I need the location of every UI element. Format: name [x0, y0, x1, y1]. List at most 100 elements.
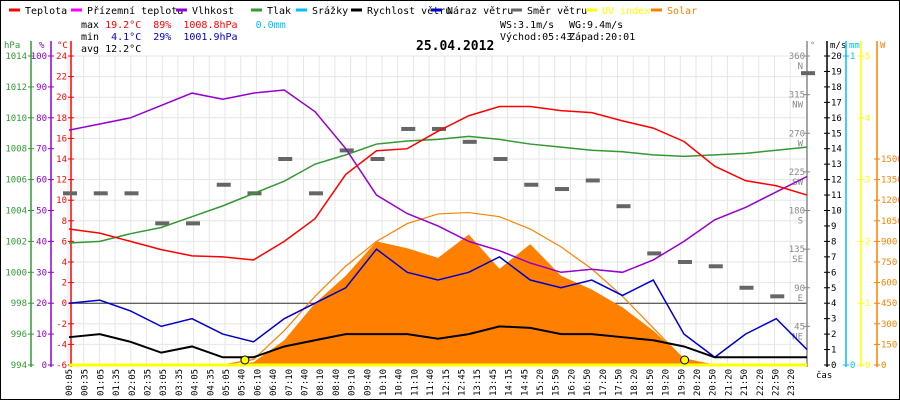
legend-label: Srážky: [312, 5, 348, 17]
x-tick-label: 15:50: [552, 369, 562, 396]
sunset-time: Západ:20:01: [569, 32, 636, 43]
axis-tick-label: 150: [881, 340, 897, 350]
axis-tick-label: 19: [831, 67, 842, 77]
axis-tick-compass: N: [798, 62, 803, 72]
axis-tick-label: 360: [789, 52, 805, 62]
x-tick-label: 13:15: [473, 369, 483, 396]
axis-unit: °: [810, 41, 815, 51]
axis-unit: hPa: [4, 41, 20, 51]
wind-gust-max: WG:9.4m/s: [569, 20, 624, 31]
x-tick-label: 12:45: [458, 369, 468, 396]
x-tick-label: 17:50: [615, 369, 625, 396]
series-teplota: [68, 105, 808, 261]
sunrise-time: Východ:05:43: [500, 32, 573, 43]
wind-direction-mark: [309, 191, 323, 196]
axis-tick-label: 0: [831, 361, 836, 371]
axis-tick-label: 1: [831, 346, 836, 356]
axis-tick-label: 20: [56, 93, 67, 103]
axis-tick-label: 4: [831, 299, 836, 309]
legend-label: UV index: [602, 6, 650, 17]
wind-direction-mark: [647, 251, 662, 256]
x-tick-label: 17:20: [599, 369, 609, 396]
avg-label: avg: [81, 44, 100, 55]
axis-unit: mm: [849, 41, 860, 51]
axis-tick-label: 22: [56, 73, 67, 83]
x-tick-label: 13:45: [489, 369, 499, 396]
wind-direction-mark: [124, 191, 139, 196]
x-tick-label: 10:40: [395, 369, 405, 396]
axis-tick-label: 11: [831, 191, 842, 201]
x-tick-label: 11:10: [410, 369, 420, 396]
axis-tick-label: 60: [36, 176, 47, 186]
x-tick-label: 15:20: [536, 369, 546, 396]
axis-tick-label: 750: [881, 258, 897, 268]
wind-direction-mark: [186, 221, 200, 226]
axis-tick-label: 1350: [881, 176, 900, 186]
axis-tick-label: 0: [42, 361, 47, 371]
axis-tick-label: 1012: [5, 83, 27, 93]
min-pressure: 1001.9hPa: [183, 32, 238, 43]
stats-max: max 19.2°C 89% 1008.8hPa 0.0mm: [81, 20, 286, 31]
x-tick-label: 08:10: [316, 369, 326, 396]
wind-direction-mark: [585, 178, 600, 183]
axis-tick-label: 18: [831, 83, 842, 93]
axis-tick-label: 7: [831, 253, 836, 263]
axis-tick-label: 15: [831, 129, 842, 139]
axis-tick-label: 40: [36, 237, 47, 247]
axis-tick-label: 20: [36, 299, 47, 309]
x-tick-label: 18:50: [646, 369, 656, 396]
axis-tick-label: 1002: [5, 237, 27, 247]
stats-avg: avg 12.2°C: [81, 44, 141, 55]
x-tick-label: 00:05: [65, 369, 75, 396]
x-tick-label: 03:05: [159, 369, 169, 396]
series-rychlost-větru: [68, 325, 807, 359]
axis-unit: W: [880, 41, 886, 51]
chart-title: 25.04.2012: [416, 39, 495, 54]
x-tick-label: 06:10: [253, 369, 263, 396]
axis-tick-label: 9: [831, 222, 836, 232]
axis-tick-label: 1000: [5, 268, 27, 278]
x-tick-label: 21:50: [740, 369, 750, 396]
axis-unit: °C: [57, 41, 68, 51]
x-tick-label: 09:40: [363, 369, 373, 396]
axis-tick-label: 135: [789, 245, 805, 255]
wind-direction-mark: [370, 157, 385, 161]
axis-tick-compass: W: [798, 139, 804, 149]
axis-tick-label: 0: [865, 361, 870, 371]
axis-tick-compass: SE: [792, 255, 803, 265]
axis-tick-label: 270: [789, 129, 805, 139]
axis-tick-label: 50: [36, 207, 47, 217]
max-humidity: 89%: [153, 20, 172, 31]
min-label: min: [81, 32, 100, 43]
axis-tick-label: 3: [831, 315, 836, 325]
x-tick-label: 21:20: [724, 369, 734, 396]
axis-tick-label: 3: [865, 176, 870, 186]
axis-tick-label: 10: [56, 196, 67, 206]
axis-tick-label: -4: [56, 340, 67, 350]
legend-label: Rychlost větru: [367, 5, 451, 17]
axis-tick-label: 2: [865, 237, 870, 247]
x-tick-label: 22:50: [772, 369, 782, 396]
axis-tick-label: 1014: [5, 52, 27, 62]
axis-tick-label: -2: [56, 320, 67, 330]
legend-label: Solar: [667, 6, 697, 17]
axis-unit: %: [39, 41, 45, 51]
legend-label: Přízemní teplota: [87, 5, 183, 17]
wind-direction-mark: [63, 191, 77, 196]
axis-tick-label: 1010: [5, 114, 27, 124]
x-tick-label: 14:15: [505, 369, 515, 396]
axis-tick-label: 8: [62, 217, 67, 227]
axis-tick-label: 13: [831, 160, 842, 170]
series-solar: [69, 234, 807, 365]
series-vlhkost: [68, 89, 808, 274]
wind-direction-mark: [678, 260, 692, 264]
axis-tick-label: 2: [831, 330, 836, 340]
axis-tick-label: 14: [56, 155, 67, 165]
x-tick-label: 20:50: [709, 369, 719, 396]
x-tick-label: 23:20: [787, 369, 797, 396]
axis-tick-label: 1004: [5, 207, 27, 217]
axis-tick-label: 180: [789, 207, 805, 217]
x-tick-label: 05:40: [238, 369, 248, 396]
axis-tick-label: 5: [831, 284, 836, 294]
